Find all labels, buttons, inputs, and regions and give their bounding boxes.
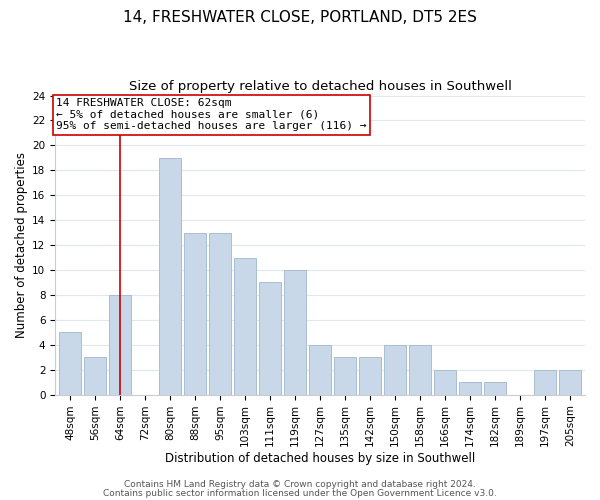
Text: 14, FRESHWATER CLOSE, PORTLAND, DT5 2ES: 14, FRESHWATER CLOSE, PORTLAND, DT5 2ES bbox=[123, 10, 477, 25]
Bar bbox=[484, 382, 506, 394]
Bar bbox=[84, 357, 106, 395]
Bar bbox=[284, 270, 307, 394]
Bar bbox=[534, 370, 556, 394]
Bar bbox=[459, 382, 481, 394]
Y-axis label: Number of detached properties: Number of detached properties bbox=[15, 152, 28, 338]
Bar bbox=[184, 232, 206, 394]
X-axis label: Distribution of detached houses by size in Southwell: Distribution of detached houses by size … bbox=[165, 452, 475, 465]
Bar bbox=[159, 158, 181, 394]
Bar bbox=[309, 345, 331, 395]
Bar bbox=[209, 232, 232, 394]
Bar bbox=[59, 332, 82, 394]
Bar bbox=[409, 345, 431, 395]
Title: Size of property relative to detached houses in Southwell: Size of property relative to detached ho… bbox=[128, 80, 512, 93]
Bar bbox=[559, 370, 581, 394]
Bar bbox=[434, 370, 456, 394]
Bar bbox=[359, 357, 382, 395]
Bar bbox=[234, 258, 256, 394]
Bar bbox=[109, 295, 131, 394]
Bar bbox=[334, 357, 356, 395]
Bar bbox=[384, 345, 406, 395]
Bar bbox=[259, 282, 281, 395]
Text: Contains public sector information licensed under the Open Government Licence v3: Contains public sector information licen… bbox=[103, 489, 497, 498]
Text: Contains HM Land Registry data © Crown copyright and database right 2024.: Contains HM Land Registry data © Crown c… bbox=[124, 480, 476, 489]
Text: 14 FRESHWATER CLOSE: 62sqm
← 5% of detached houses are smaller (6)
95% of semi-d: 14 FRESHWATER CLOSE: 62sqm ← 5% of detac… bbox=[56, 98, 367, 131]
